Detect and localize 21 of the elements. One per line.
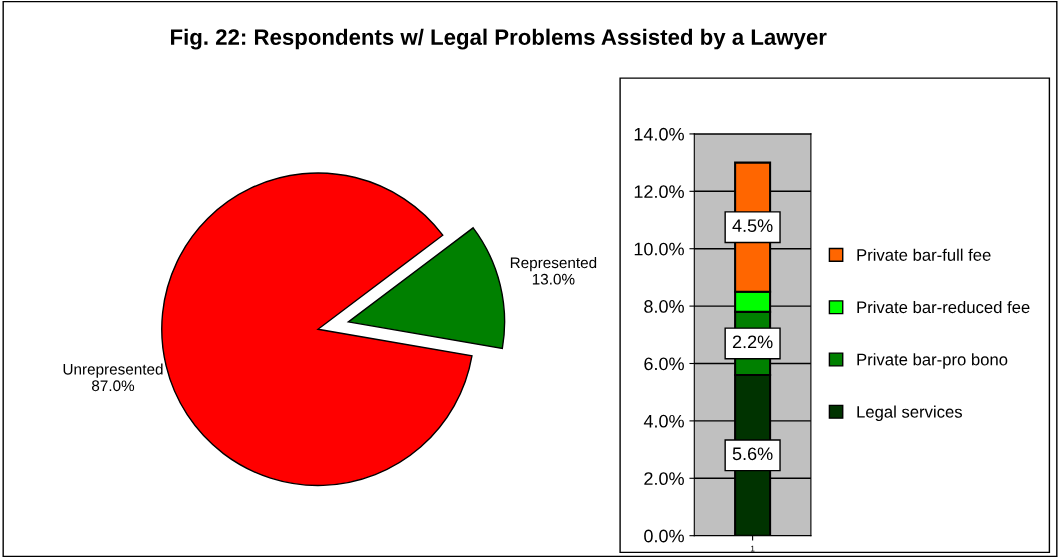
y-tick-label: 4.0% [643, 414, 684, 428]
legend-label: Legal services [857, 405, 962, 422]
data-label: 2.2% [732, 335, 773, 349]
slice-label: Represented [510, 256, 597, 272]
data-label: 4.5% [732, 219, 773, 233]
x-tick-label: 1 [750, 545, 755, 552]
data-label: 87.0% [92, 380, 135, 392]
y-tick-label: 8.0% [644, 300, 684, 313]
slice-label: Unrepresented [63, 363, 163, 378]
legend-label: Private bar-pro bono [857, 353, 1008, 369]
legend-label: Private bar-reduced fee [857, 300, 1030, 314]
y-tick-label: 10.0% [634, 242, 684, 256]
chart-title: Fig. 22: Respondents w/ Legal Problems Assisted by a Lawyer [171, 28, 827, 50]
data-label: 5.6% [732, 447, 773, 461]
data-label: 13.0% [532, 273, 575, 285]
y-tick-label: 12.0% [634, 185, 684, 199]
legend-label: Private bar-full fee [857, 248, 991, 261]
y-tick-label: 6.0% [644, 357, 684, 371]
y-tick-label: 2.0% [644, 472, 684, 486]
y-tick-label: 14.0% [634, 127, 684, 141]
y-tick-label: 0.0% [644, 529, 684, 543]
